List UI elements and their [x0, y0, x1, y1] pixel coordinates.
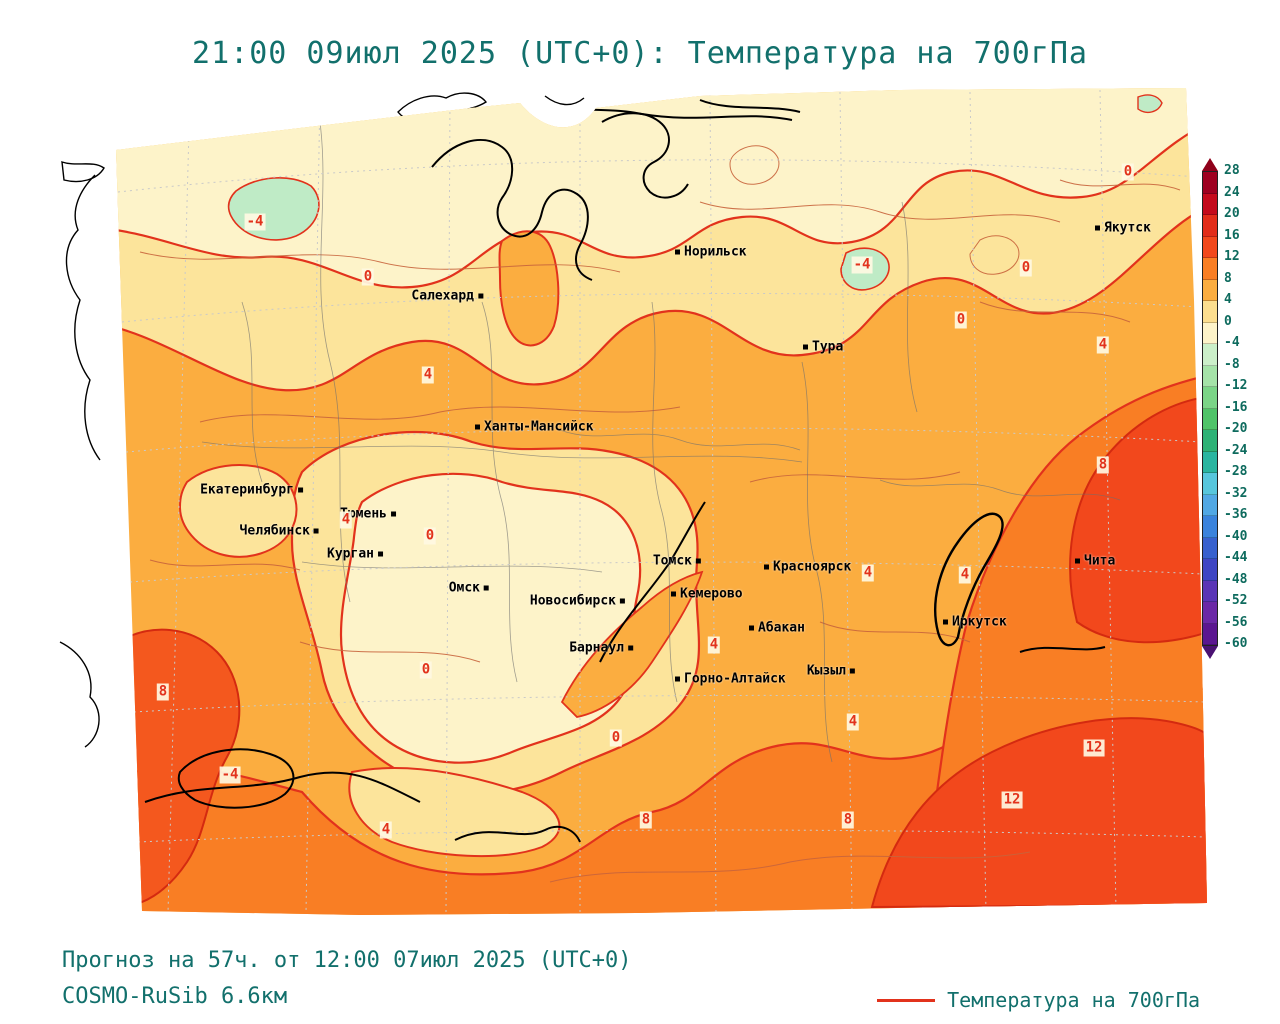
city-krasnoyarsk: Красноярск	[764, 560, 851, 575]
contour-label: -4	[851, 256, 873, 274]
contour-label: 4	[958, 566, 972, 584]
city-chita: Чита	[1075, 554, 1115, 569]
city-dot	[314, 528, 319, 534]
city-tura: Тура	[803, 340, 843, 355]
city-dot	[628, 645, 633, 651]
contour-label: 12	[1001, 791, 1023, 809]
contour-label: 4	[421, 366, 435, 384]
colorbar-labels: 28 24 20 16 12 8 4 0 -4 -8 -12 -16 -20 -24 -28 -32 -36 -4…	[1224, 163, 1248, 651]
legend-line-swatch	[877, 998, 936, 1002]
city-gorno-altaysk: Горно-Алтайск	[675, 672, 786, 687]
country-borders	[144, 501, 1106, 843]
temperature-colorbar: 28 24 20 16 12 8 4 0 -4 -8 -12 -16 -20 -24 -28 -32 -36 -4…	[1202, 158, 1247, 659]
contour-label: 0	[423, 527, 437, 545]
contour-label: 12	[1083, 739, 1105, 757]
lake-baikal	[934, 512, 1004, 647]
city-dot	[478, 293, 483, 299]
city-dot	[764, 564, 769, 570]
city-dot	[696, 558, 701, 564]
city-dot	[378, 551, 383, 557]
city-dot	[803, 344, 808, 350]
region-borders	[201, 121, 1121, 763]
city-khanty-mansiysk: Ханты-Мансийск	[475, 420, 594, 435]
city-dot	[675, 676, 680, 682]
city-kurgan: Курган	[327, 547, 383, 562]
city-dot	[671, 591, 676, 597]
legend: Температура на 700гПа	[877, 988, 1200, 1012]
city-kyzyl: Кызыл	[807, 664, 855, 679]
contour-label: 4	[339, 511, 353, 529]
contour-label: 0	[419, 661, 433, 679]
contour-label: 0	[1019, 259, 1033, 277]
colorbar-arrow-up-icon	[1202, 158, 1218, 171]
contour-label: -4	[219, 766, 241, 784]
graticule	[117, 89, 1207, 915]
contour-label: 0	[954, 311, 968, 329]
city-dot	[1095, 225, 1100, 231]
city-ekaterinburg: Екатеринбург	[200, 483, 303, 498]
city-kemerovo: Кемерово	[671, 587, 743, 602]
city-chelyabinsk: Челябинск	[240, 524, 319, 539]
page-title: 21:00 09июл 2025 (UTC+0): Температура на…	[192, 36, 1088, 71]
city-dot	[484, 585, 489, 591]
city-dot	[391, 511, 396, 517]
contour-label: 4	[1096, 336, 1110, 354]
city-novosibirsk: Новосибирск	[530, 594, 625, 609]
contour-lines-minor	[139, 145, 1181, 883]
city-tomsk: Томск	[653, 554, 701, 569]
city-dot	[1075, 558, 1080, 564]
contour-label: 8	[1096, 456, 1110, 474]
contour-label: 4	[379, 821, 393, 839]
contour-label: 0	[1121, 163, 1135, 181]
contour-label: 8	[639, 811, 653, 829]
city-irkutsk: Иркутск	[943, 615, 1007, 630]
forecast-line: Прогноз на 57ч. от 12:00 07июл 2025 (UTC…	[62, 948, 632, 973]
city-dot	[850, 668, 855, 674]
city-omsk: Омск	[449, 581, 489, 596]
city-norilsk: Норильск	[675, 245, 747, 260]
city-abakan: Абакан	[749, 621, 805, 636]
contour-label: -4	[244, 213, 266, 231]
colorbar-bands	[1202, 171, 1218, 646]
contour-label: 8	[156, 683, 170, 701]
city-dot	[298, 487, 303, 493]
contour-label: 8	[841, 811, 855, 829]
city-salekhard: Салехард	[411, 289, 483, 304]
contour-label: 4	[861, 564, 875, 582]
colorbar-arrow-down-icon	[1202, 646, 1218, 659]
contour-label: 4	[707, 636, 721, 654]
city-dot	[749, 625, 754, 631]
city-dot	[943, 619, 948, 625]
city-barnaul: Барнаул	[569, 641, 633, 656]
contour-label: 0	[361, 268, 375, 286]
city-dot	[475, 424, 480, 430]
coastline-outside-domain	[59, 92, 585, 748]
contour-label: 4	[846, 713, 860, 731]
city-dot	[675, 249, 680, 255]
contour-label: 0	[609, 729, 623, 747]
model-line: COSMO-RuSib 6.6км	[62, 984, 288, 1009]
city-yakutsk: Якутск	[1095, 221, 1151, 236]
city-dot	[620, 598, 625, 604]
legend-label: Температура на 700гПа	[947, 988, 1200, 1012]
